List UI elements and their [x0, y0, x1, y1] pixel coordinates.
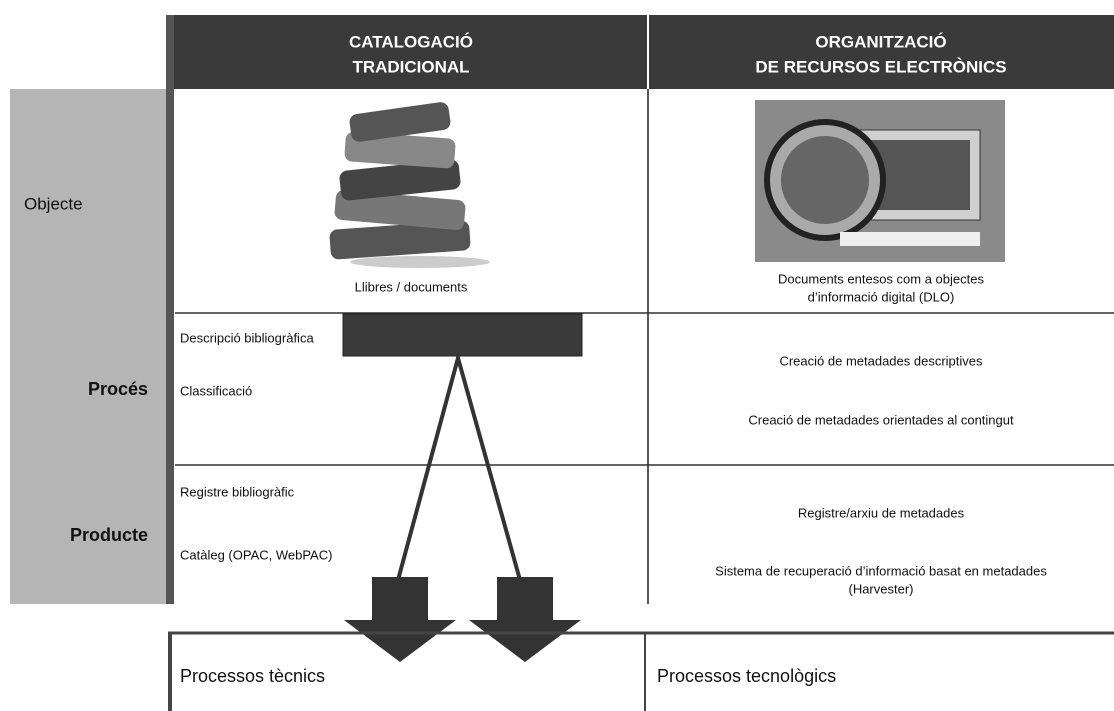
header-text: TRADICIONAL [352, 57, 469, 76]
cell-text: Creació de metadades orientades al conti… [748, 412, 1014, 427]
cell-text: Descripció bibliogràfica [180, 330, 314, 345]
cell-text: (Harvester) [848, 581, 913, 596]
header-text: CATALOGACIÓ [349, 32, 473, 51]
books-icon [329, 102, 490, 268]
cell-text: Creació de metadades descriptives [779, 353, 983, 368]
header-text: ORGANITZACIÓ [815, 32, 946, 51]
header-text: DE RECURSOS ELECTRÒNICS [755, 57, 1006, 76]
cell-text: Registre/arxiu de metadades [798, 505, 965, 520]
label-column [10, 89, 166, 604]
row-label: Objecte [24, 194, 83, 213]
computer-image [755, 100, 1005, 262]
arrow [469, 577, 581, 662]
cell-text: Registre bibliogràfic [180, 484, 295, 499]
row-label: Producte [70, 525, 148, 545]
cell-text: Sistema de recuperació d’informació basa… [715, 563, 1047, 578]
cell-text: Documents entesos com a objectes [778, 271, 984, 286]
cell-text: Catàleg (OPAC, WebPAC) [180, 547, 332, 562]
cell-text: Classificació [180, 383, 252, 398]
fork-lines [396, 350, 522, 581]
bottom-label: Processos tecnològics [657, 666, 836, 686]
arrow [344, 577, 456, 662]
vertical-bar [166, 15, 174, 604]
overlay-box [342, 313, 583, 357]
row-label: Procés [88, 379, 148, 399]
cell-text: Llibres / documents [355, 279, 468, 294]
header-band [168, 15, 1114, 89]
bottom-label: Processos tècnics [180, 666, 325, 686]
cell-text: d’informació digital (DLO) [808, 289, 955, 304]
